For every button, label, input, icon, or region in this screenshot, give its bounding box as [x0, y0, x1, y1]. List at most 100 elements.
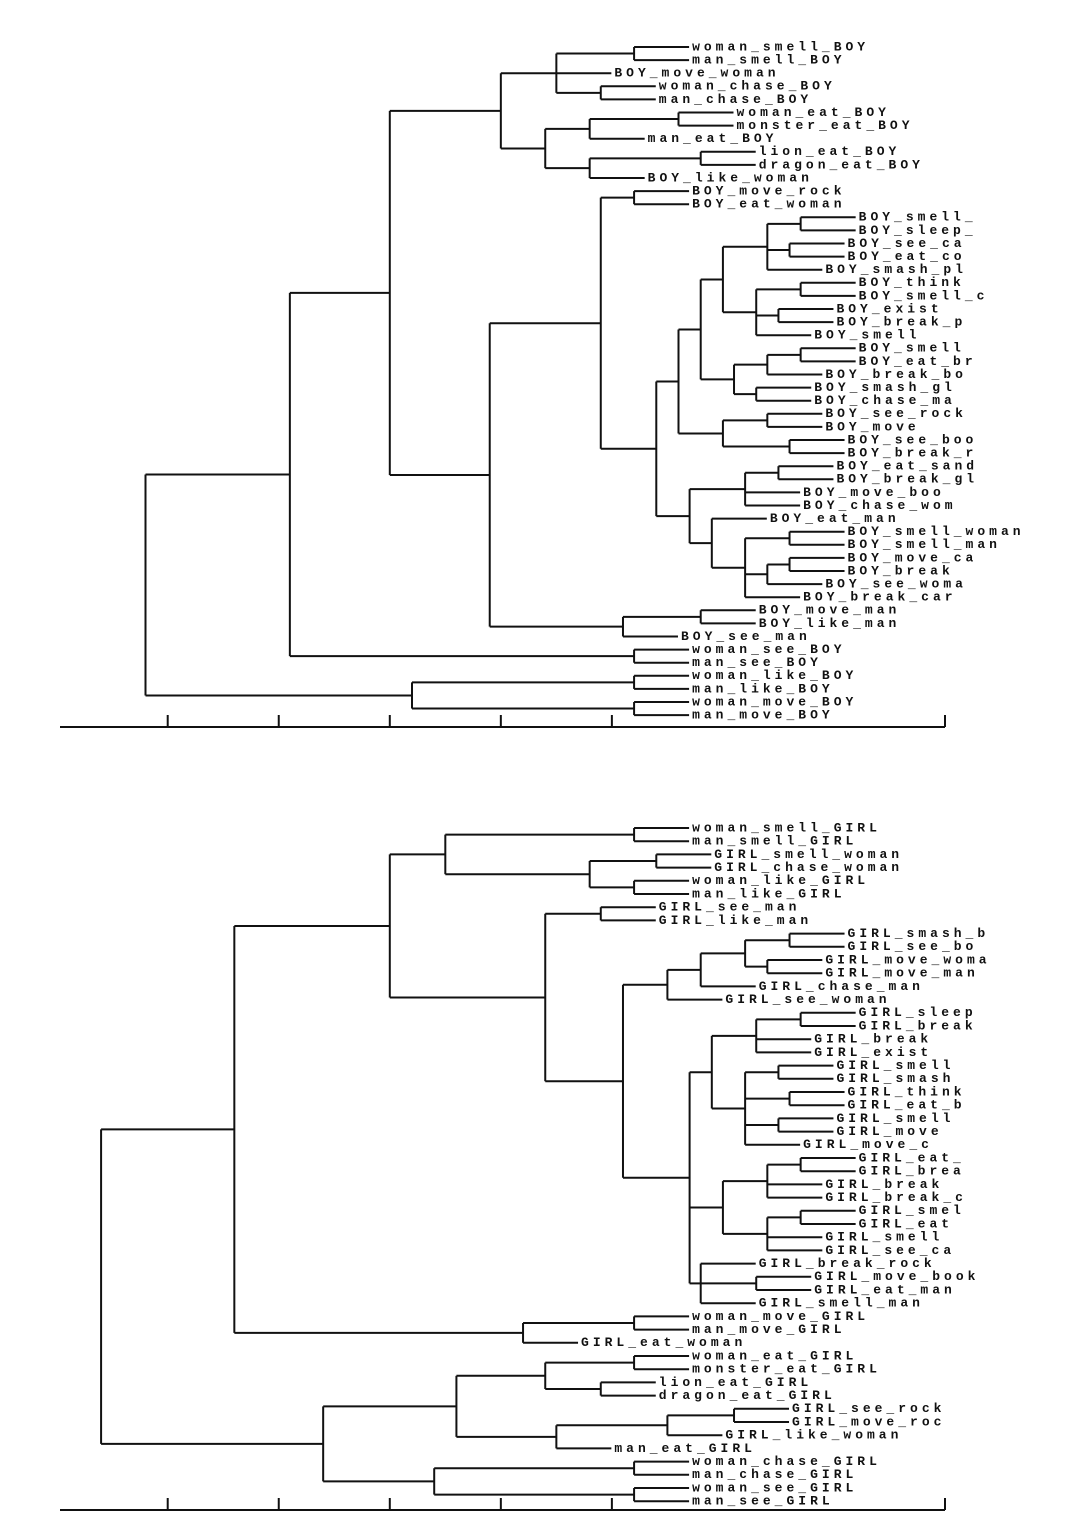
leaf-label: BOY_chase_wom [803, 498, 956, 513]
leaf-label: GIRL_smel [859, 1203, 965, 1218]
leaf-label: man_chase_BOY [659, 92, 812, 107]
leaf-label: GIRL_eat_man [814, 1282, 956, 1297]
leaf-label: BOY_see_ca [848, 236, 966, 251]
leaf-label: BOY_break_bo [825, 367, 967, 382]
leaf-label: woman_see_BOY [692, 642, 845, 657]
leaf-label: BOY_break [848, 563, 954, 578]
leaf-label: BOY_move [825, 419, 919, 434]
leaf-label: GIRL_brea [859, 1164, 965, 1179]
leaf-label: GIRL_move [836, 1124, 942, 1139]
leaf-label: BOY_break_car [803, 590, 956, 605]
leaf-label: BOY_think [859, 275, 965, 290]
leaf-label: BOY_eat_man [770, 511, 900, 526]
leaf-label: GIRL_think [848, 1084, 966, 1099]
leaf-label: BOY_smell [814, 328, 920, 343]
leaf-label: woman_smell_BOY [692, 39, 869, 54]
leaf-label: BOY_smell_man [848, 537, 1001, 552]
leaf-label: GIRL_smell [836, 1111, 954, 1126]
leaf-label: GIRL_see_rock [792, 1401, 945, 1416]
leaf-label: GIRL_move_c [803, 1137, 933, 1152]
leaf-label: BOY_move_woman [614, 66, 779, 81]
leaf-label: GIRL_eat [859, 1216, 953, 1231]
leaf-label: GIRL_see_ca [825, 1243, 955, 1258]
leaf-label: man_move_GIRL [692, 1322, 845, 1337]
leaf-label: man_move_BOY [692, 708, 834, 723]
leaf-label: BOY_move_man [759, 603, 901, 618]
leaf-label: GIRL_move_roc [792, 1414, 945, 1429]
leaf-label: BOY_move_ca [848, 550, 978, 565]
leaf-label: GIRL_smell [825, 1230, 943, 1245]
leaf-label: BOY_see_rock [825, 406, 967, 421]
leaf-label: GIRL_move_woma [825, 952, 990, 967]
leaf-label: GIRL_break [859, 1018, 977, 1033]
leaf-label: man_eat_GIRL [614, 1441, 756, 1456]
leaf-label: man_smell_BOY [692, 53, 845, 68]
leaf-label: BOY_smash_gl [814, 380, 956, 395]
leaf-label: woman_like_GIRL [692, 873, 869, 888]
leaf-label: woman_smell_GIRL [692, 820, 881, 835]
leaf-label: lion_eat_BOY [759, 144, 901, 159]
leaf-label: man_see_BOY [692, 655, 822, 670]
leaf-label: man_eat_BOY [648, 131, 778, 146]
leaf-label: woman_move_GIRL [692, 1309, 869, 1324]
leaf-label: GIRL_smell_woman [714, 847, 903, 862]
leaf-label: GIRL_break [825, 1177, 943, 1192]
leaf-label: GIRL_like_man [659, 913, 812, 928]
leaf-label: dragon_eat_GIRL [659, 1388, 836, 1403]
leaf-label: man_smell_GIRL [692, 834, 857, 849]
leaf-label: GIRL_eat_b [848, 1098, 966, 1113]
leaf-label: woman_see_GIRL [692, 1480, 857, 1495]
leaf-label: BOY_smell_ [859, 210, 977, 225]
leaf-label: BOY_break_r [848, 446, 978, 461]
leaf-label: woman_like_BOY [692, 668, 857, 683]
leaf-label: GIRL_exist [814, 1045, 932, 1060]
leaf-label: BOY_sleep_ [859, 223, 977, 238]
leaf-label: GIRL_break [814, 1032, 932, 1047]
leaf-label: BOY_smell [859, 341, 965, 356]
leaf-label: GIRL_smash [836, 1071, 954, 1086]
leaf-label: GIRL_chase_man [759, 979, 924, 994]
leaf-label: GIRL_chase_woman [714, 860, 903, 875]
leaf-label: woman_chase_BOY [659, 79, 836, 94]
leaf-label: GIRL_smash_b [848, 926, 990, 941]
leaf-label: GIRL_smell [836, 1058, 954, 1073]
leaf-label: BOY_eat_woman [692, 197, 845, 212]
leaf-label: man_like_BOY [692, 681, 834, 696]
leaf-label: GIRL_break_c [825, 1190, 967, 1205]
leaf-label: GIRL_smell_man [759, 1296, 924, 1311]
leaf-label: BOY_move_boo [803, 485, 945, 500]
leaf-label: lion_eat_GIRL [659, 1375, 812, 1390]
leaf-label: GIRL_break_rock [759, 1256, 936, 1271]
leaf-label: woman_move_BOY [692, 694, 857, 709]
leaf-label: BOY_like_man [759, 616, 901, 631]
leaf-label: GIRL_move_man [825, 966, 978, 981]
leaf-label: BOY_eat_br [859, 354, 977, 369]
leaf-label: BOY_smell_woman [848, 524, 1025, 539]
leaf-label: GIRL_eat_ [859, 1150, 965, 1165]
leaf-label: man_see_GIRL [692, 1494, 834, 1509]
leaf-label: GIRL_see_man [659, 900, 801, 915]
leaf-label: man_like_GIRL [692, 886, 845, 901]
leaf-label: BOY_eat_co [848, 249, 966, 264]
leaf-label: BOY_exist [836, 301, 942, 316]
leaf-label: BOY_see_man [681, 629, 811, 644]
leaf-label: GIRL_eat_woman [581, 1335, 746, 1350]
leaf-label: BOY_smell_c [859, 288, 989, 303]
leaf-label: BOY_smash_pl [825, 262, 967, 277]
leaf-label: GIRL_move_book [814, 1269, 979, 1284]
leaf-label: monster_eat_BOY [737, 118, 914, 133]
leaf-label: GIRL_sleep [859, 1005, 977, 1020]
leaf-label: woman_eat_GIRL [692, 1348, 857, 1363]
leaf-label: GIRL_see_bo [848, 939, 978, 954]
leaf-label: dragon_eat_BOY [759, 157, 924, 172]
leaf-label: BOY_break_p [836, 315, 966, 330]
leaf-label: BOY_see_woma [825, 577, 967, 592]
leaf-label: BOY_break_gl [836, 472, 978, 487]
leaf-label: BOY_like_woman [648, 170, 813, 185]
leaf-label: woman_eat_BOY [737, 105, 890, 120]
leaf-label: man_chase_GIRL [692, 1467, 857, 1482]
leaf-label: BOY_eat_sand [836, 459, 978, 474]
leaf-label: BOY_move_rock [692, 184, 845, 199]
leaf-label: GIRL_like_woman [725, 1428, 902, 1443]
